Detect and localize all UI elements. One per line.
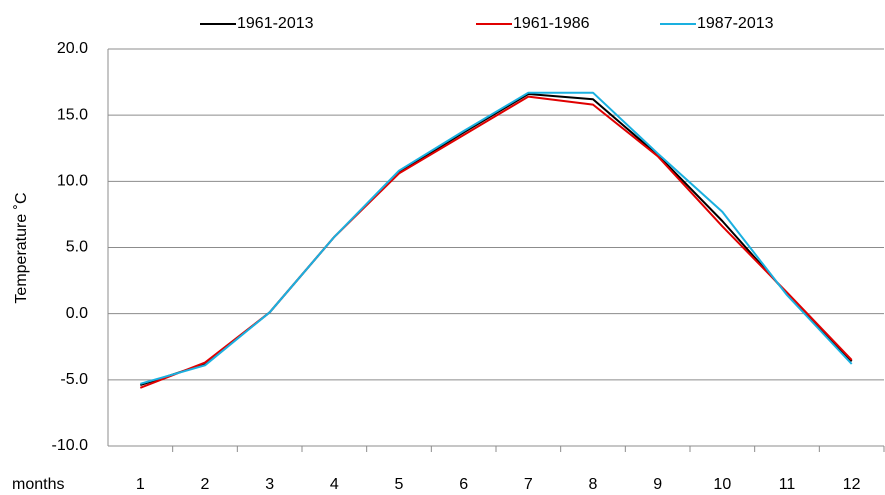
x-tick-label: 8 (589, 476, 598, 493)
x-axis-title: months (12, 476, 64, 493)
y-tick-label: -5.0 (60, 371, 88, 388)
x-tick-label: 7 (524, 476, 533, 493)
x-tick-label: 11 (779, 476, 796, 493)
x-tick-label: 6 (459, 476, 468, 493)
x-tick-label: 4 (330, 476, 339, 493)
x-tick-label: 2 (201, 476, 210, 493)
x-tick-label: 1 (136, 476, 145, 493)
x-tick-label: 10 (713, 476, 731, 493)
y-axis-title: Temperature ˚C (13, 192, 30, 303)
x-tick-label: 9 (653, 476, 662, 493)
legend-label: 1987-2013 (697, 15, 774, 32)
x-tick-label: 5 (395, 476, 404, 493)
x-tick-label: 3 (265, 476, 274, 493)
x-tick-label: 12 (843, 476, 861, 493)
legend-label: 1961-1986 (513, 15, 590, 32)
y-tick-label: 20.0 (57, 40, 88, 57)
y-tick-label: 15.0 (57, 106, 88, 123)
y-tick-label: 5.0 (66, 239, 88, 256)
y-tick-label: 0.0 (66, 305, 88, 322)
y-tick-label: 10.0 (57, 173, 88, 190)
legend-label: 1961-2013 (237, 15, 314, 32)
series-line (140, 91, 853, 385)
y-tick-label: -10.0 (52, 437, 89, 454)
